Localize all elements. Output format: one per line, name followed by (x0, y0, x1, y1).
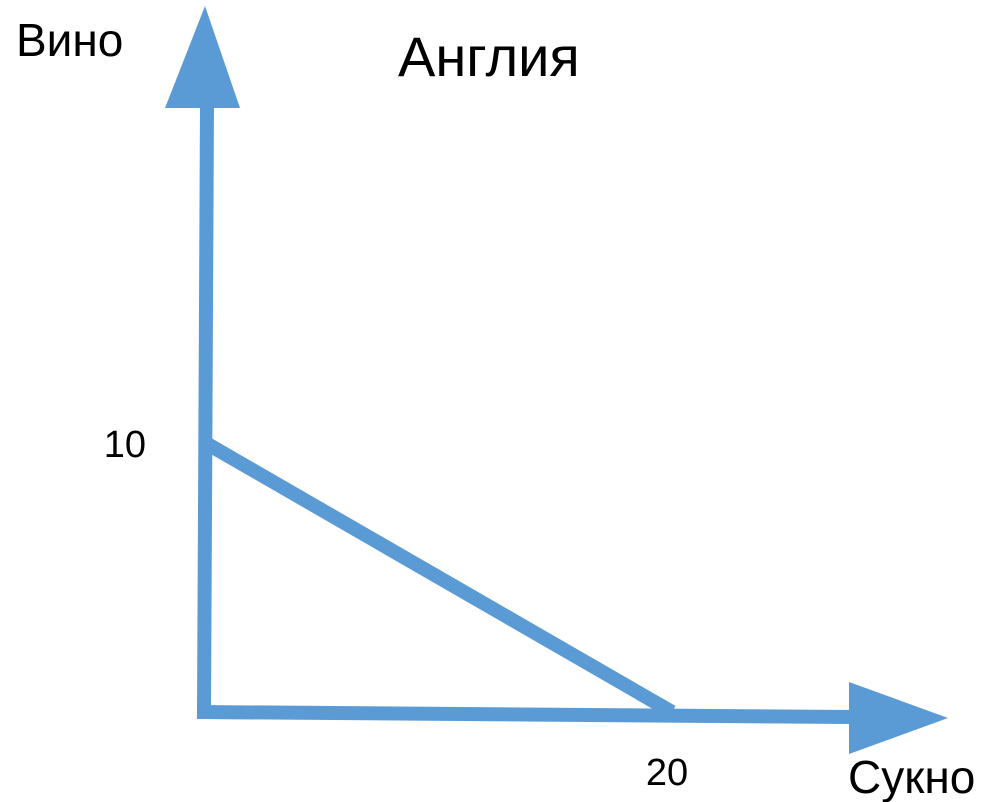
x-axis-arrow (849, 682, 948, 754)
ticks-layer: 10 20 (104, 424, 688, 794)
chart-title: Англия (398, 25, 580, 88)
x-tick-label-0: 20 (646, 752, 688, 794)
y-axis-line (197, 103, 214, 713)
x-axis-label: Сукно (848, 751, 975, 802)
series-layer (200, 435, 676, 719)
series-line-0 (200, 435, 676, 719)
y-tick-label-0: 10 (104, 424, 146, 466)
y-axis-label: Вино (16, 14, 123, 66)
y-axis-arrow (165, 6, 240, 108)
axes (165, 6, 948, 754)
x-axis-line (196, 705, 853, 724)
